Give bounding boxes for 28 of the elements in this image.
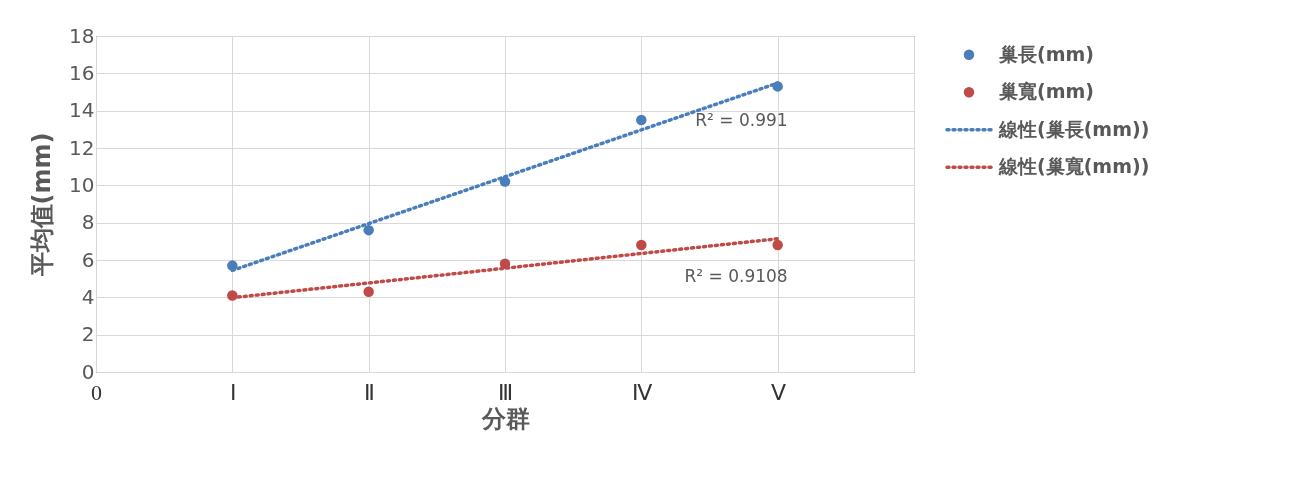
annotation: R² = 0.9108 bbox=[684, 265, 788, 286]
point bbox=[636, 114, 647, 126]
y-tick-label: 12 bbox=[69, 135, 95, 160]
y-tick-label: 18 bbox=[69, 23, 95, 48]
y-tick-label: 8 bbox=[81, 210, 95, 235]
y-tick-label: 6 bbox=[81, 247, 95, 272]
legend-label: 線性(巢長(mm)) bbox=[998, 117, 1150, 140]
legend-label: 線性(巢寬(mm)) bbox=[998, 155, 1150, 178]
x-tick-label: Ⅴ bbox=[770, 379, 786, 405]
annotation: R² = 0.991 bbox=[695, 110, 788, 131]
y-tick-label: 14 bbox=[69, 98, 95, 123]
x-axis-title: 分群 bbox=[480, 404, 530, 433]
y-tick-label: 2 bbox=[81, 322, 95, 347]
point bbox=[363, 224, 374, 236]
legend-label: 巢長(mm) bbox=[998, 42, 1094, 65]
point bbox=[636, 239, 647, 251]
point bbox=[772, 239, 783, 251]
x-tick-label: Ⅳ bbox=[631, 379, 653, 405]
y-tick-label: 4 bbox=[81, 284, 95, 309]
legend-label: 巢寬(mm) bbox=[998, 80, 1094, 103]
point bbox=[363, 286, 374, 297]
x-tick-label: Ⅲ bbox=[498, 379, 513, 405]
y-tick-label: 16 bbox=[69, 60, 95, 85]
y-axis-title: 平均值(mm) bbox=[28, 132, 57, 278]
y-tick-label: 0 bbox=[81, 359, 95, 384]
x-tick-label: Ⅱ bbox=[363, 379, 375, 405]
x-tick-label: Ⅰ bbox=[229, 379, 236, 405]
y-tick-label: 10 bbox=[69, 172, 95, 197]
